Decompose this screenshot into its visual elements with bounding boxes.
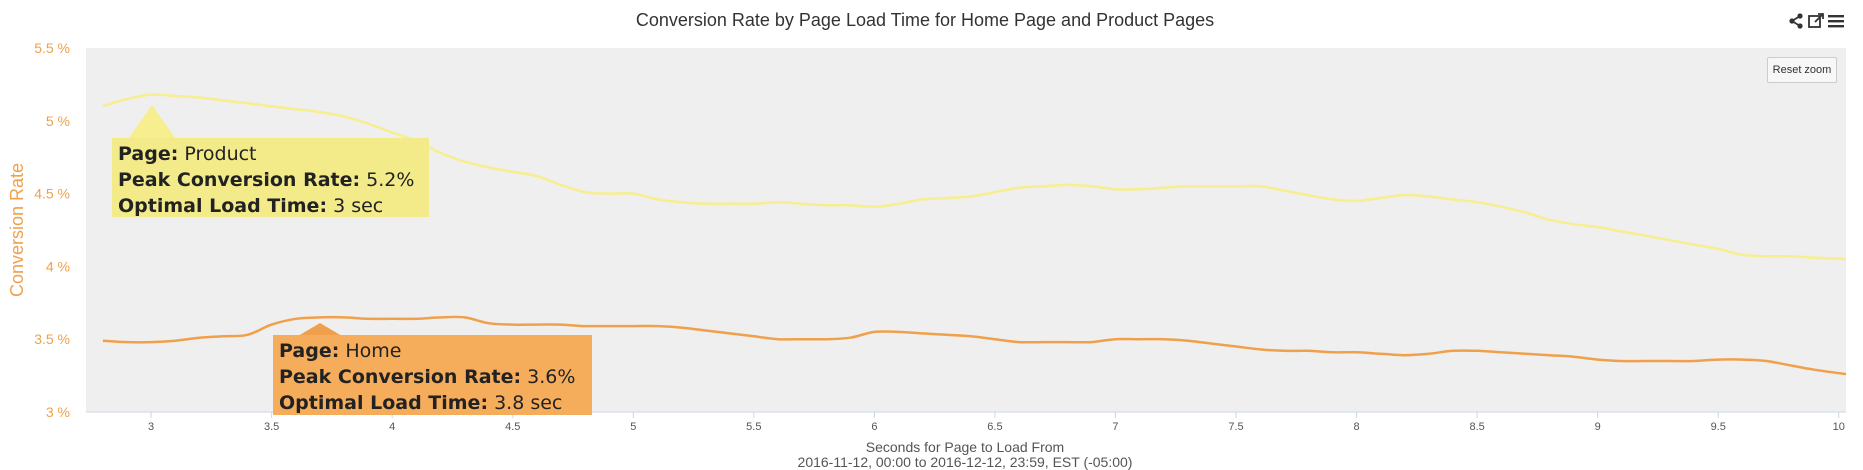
callout-pointers xyxy=(128,105,342,336)
home-annotation: Page: Home Peak Conversion Rate: 3.6% Op… xyxy=(273,335,592,415)
y-tick-label: 5.5 % xyxy=(34,40,70,56)
x-tick-label: 5.5 xyxy=(746,421,761,433)
y-tick-label: 3 % xyxy=(46,404,70,420)
home-optimal-label: Optimal Load Time: xyxy=(279,392,489,414)
x-tick-label: 5 xyxy=(630,421,636,433)
home-page-value: Home xyxy=(339,340,402,362)
home-annotation-pointer xyxy=(298,323,342,336)
x-tick-label: 7.5 xyxy=(1228,421,1243,433)
product-optimal-label: Optimal Load Time: xyxy=(118,195,328,217)
home-peak-value: 3.6% xyxy=(521,366,576,388)
product-peak-value: 5.2% xyxy=(360,169,415,191)
y-tick-label: 3.5 % xyxy=(34,331,70,347)
series-line-home xyxy=(102,315,1847,376)
x-tick-label: 3.5 xyxy=(264,421,279,433)
x-axis-sublabel: 2016-11-12, 00:00 to 2016-12-12, 23:59, … xyxy=(798,454,1133,470)
y-axis: 3 % 3.5 % 4 % 4.5 % 5 % 5.5 % xyxy=(34,40,70,420)
home-page-label: Page: xyxy=(279,340,340,362)
product-peak-label: Peak Conversion Rate: xyxy=(118,169,361,191)
menu-icon[interactable] xyxy=(1827,12,1845,30)
x-tick-label: 8 xyxy=(1354,421,1360,433)
home-optimal-value: 3.8 sec xyxy=(488,392,563,414)
share-icon[interactable] xyxy=(1787,12,1805,30)
product-annotation: Page: Product Peak Conversion Rate: 5.2%… xyxy=(112,138,429,217)
x-tick-label: 9 xyxy=(1595,421,1601,433)
x-tick-label: 9.5 xyxy=(1711,421,1726,433)
y-tick-label: 4.5 % xyxy=(34,186,70,202)
product-page-value: Product xyxy=(178,143,257,165)
product-annotation-pointer xyxy=(128,105,176,139)
series-line-product xyxy=(102,93,1847,261)
product-optimal-value: 3 sec xyxy=(327,195,384,217)
y-axis-label: Conversion Rate xyxy=(7,163,27,297)
x-tick-label: 6.5 xyxy=(987,421,1002,433)
x-axis-label: Seconds for Page to Load From xyxy=(866,439,1064,455)
y-tick-label: 4 % xyxy=(46,258,70,274)
product-page-label: Page: xyxy=(118,143,179,165)
external-link-icon[interactable] xyxy=(1807,12,1825,30)
x-tick-label: 4 xyxy=(389,421,395,433)
x-tick-label: 6 xyxy=(871,421,877,433)
x-tick-label: 3 xyxy=(148,421,154,433)
chart-title: Conversion Rate by Page Load Time for Ho… xyxy=(636,10,1214,30)
x-tick-label: 8.5 xyxy=(1469,421,1484,433)
y-tick-label: 5 % xyxy=(46,113,70,129)
series-group xyxy=(102,93,1847,376)
reset-zoom-button[interactable]: Reset zoom xyxy=(1767,57,1837,83)
home-peak-label: Peak Conversion Rate: xyxy=(279,366,522,388)
x-tick-label: 10 xyxy=(1833,421,1845,433)
x-tick-label: 7 xyxy=(1112,421,1118,433)
x-tick-label: 4.5 xyxy=(505,421,520,433)
